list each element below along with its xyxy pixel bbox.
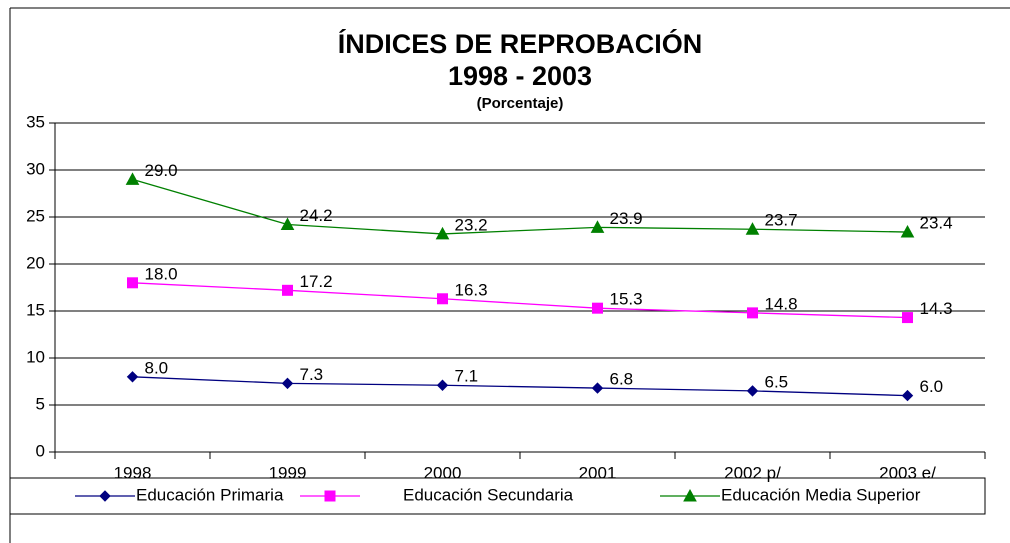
marker xyxy=(126,371,139,383)
x-tick-label: 2002 p/ xyxy=(724,463,781,482)
data-label: 17.2 xyxy=(300,272,333,291)
legend-label: Educación Primaria xyxy=(136,485,284,504)
marker xyxy=(127,277,138,289)
marker xyxy=(902,312,913,324)
marker xyxy=(280,217,295,231)
y-tick-label: 0 xyxy=(36,441,45,460)
marker xyxy=(282,284,293,296)
marker xyxy=(324,490,336,502)
data-label: 6.0 xyxy=(920,377,944,396)
data-label: 6.8 xyxy=(610,370,634,389)
marker xyxy=(436,379,449,391)
data-label: 23.4 xyxy=(920,214,953,233)
marker xyxy=(99,490,111,502)
y-tick-label: 10 xyxy=(26,347,45,366)
y-tick-label: 20 xyxy=(26,253,45,272)
marker xyxy=(746,385,759,397)
marker xyxy=(125,172,140,185)
y-tick-label: 25 xyxy=(26,206,45,225)
data-label: 14.3 xyxy=(920,299,953,318)
data-label: 18.0 xyxy=(145,264,178,283)
data-label: 23.9 xyxy=(610,209,643,228)
marker xyxy=(591,382,604,394)
data-label: 7.3 xyxy=(300,365,324,384)
x-tick-label: 1998 xyxy=(114,463,152,482)
x-tick-label: 2003 e/ xyxy=(879,463,936,482)
data-label: 8.0 xyxy=(145,358,169,377)
marker xyxy=(745,222,760,235)
data-label: 7.1 xyxy=(455,367,479,386)
y-tick-label: 35 xyxy=(26,112,45,131)
x-tick-label: 1999 xyxy=(269,463,307,482)
data-label: 24.2 xyxy=(300,206,333,225)
marker xyxy=(435,226,450,240)
marker xyxy=(901,389,914,402)
marker xyxy=(683,488,697,502)
data-label: 6.5 xyxy=(765,372,789,391)
x-tick-label: 2000 xyxy=(424,463,462,482)
series-line xyxy=(132,376,908,397)
y-tick-label: 30 xyxy=(26,159,45,178)
marker xyxy=(590,220,605,233)
marker xyxy=(281,377,294,390)
legend-box xyxy=(9,477,986,515)
marker xyxy=(900,224,915,238)
data-label: 15.3 xyxy=(610,290,643,309)
data-label: 14.8 xyxy=(765,294,798,313)
data-label: 23.7 xyxy=(765,211,798,230)
series-line xyxy=(132,178,908,235)
chart-subtitle: 1998 - 2003 xyxy=(448,61,592,91)
marker xyxy=(437,293,448,305)
data-label: 29.0 xyxy=(145,161,178,180)
legend-label: Educación Media Superior xyxy=(721,485,921,504)
unit-label: (Porcentaje) xyxy=(477,95,564,112)
marker xyxy=(747,307,758,319)
y-tick-label: 5 xyxy=(36,394,45,413)
data-label: 23.2 xyxy=(455,215,488,234)
data-label: 16.3 xyxy=(455,280,488,299)
y-tick-label: 15 xyxy=(26,300,45,319)
chart-title: ÍNDICES DE REPROBACIÓN xyxy=(338,28,703,59)
series-line xyxy=(132,282,908,319)
x-tick-label: 2001 xyxy=(579,463,617,482)
legend-label: Educación Secundaria xyxy=(403,485,574,504)
marker xyxy=(592,302,603,314)
